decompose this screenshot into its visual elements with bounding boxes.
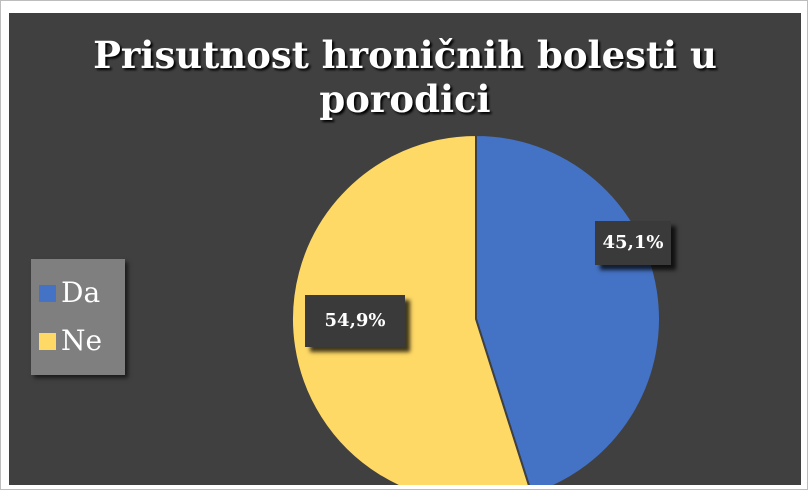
data-label-ne: 54,9% <box>305 295 405 347</box>
legend-item-da: Da <box>31 273 100 313</box>
pie-chart <box>290 133 661 485</box>
data-label-da: 45,1% <box>595 221 671 265</box>
legend-label-ne: Ne <box>61 324 103 357</box>
pie-slice-ne <box>290 133 530 485</box>
legend-swatch-ne <box>39 332 56 350</box>
chart-area: Prisutnost hroničnih bolesti u porodici … <box>9 13 801 485</box>
legend-item-ne: Ne <box>31 321 102 361</box>
chart-title: Prisutnost hroničnih bolesti u porodici <box>93 33 717 121</box>
legend-swatch-da <box>39 284 56 302</box>
legend-label-da: Da <box>61 276 101 309</box>
legend: Da Ne <box>31 259 125 375</box>
